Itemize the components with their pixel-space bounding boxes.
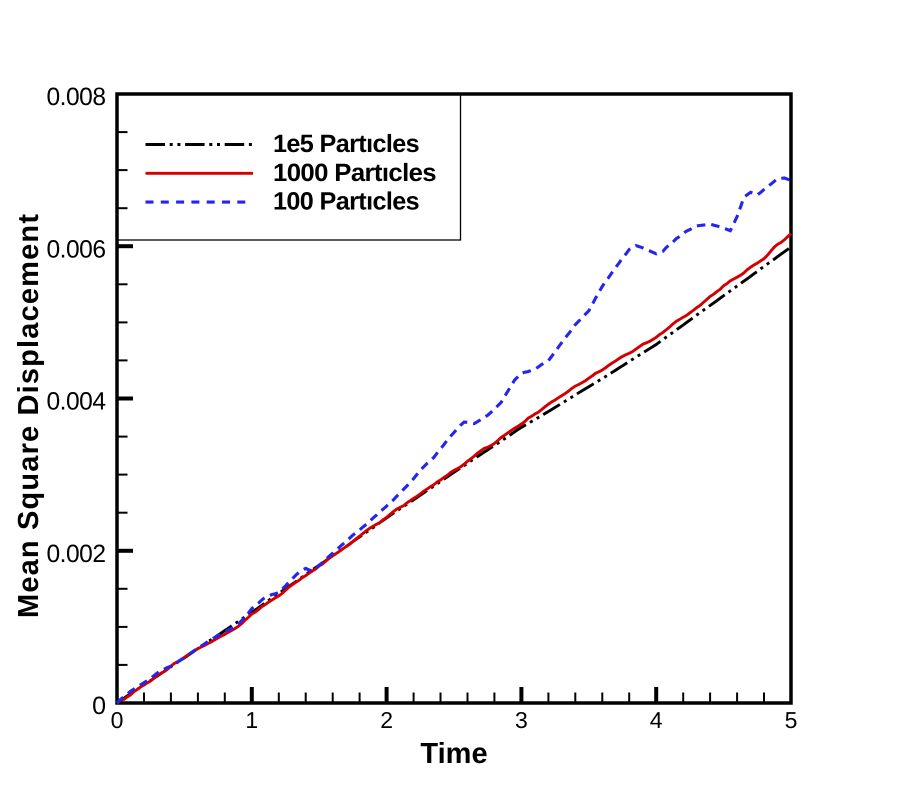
- svg-text:4: 4: [650, 707, 663, 733]
- svg-text:0.008: 0.008: [47, 83, 106, 111]
- svg-text:0: 0: [111, 707, 124, 733]
- svg-text:Mean Square Displacement: Mean Square Displacement: [13, 214, 45, 618]
- svg-text:5: 5: [785, 707, 798, 733]
- svg-text:0.006: 0.006: [47, 235, 106, 263]
- svg-text:1000 Partıcles: 1000 Partıcles: [273, 159, 436, 187]
- svg-text:Time: Time: [420, 738, 487, 770]
- svg-text:1: 1: [245, 707, 258, 733]
- svg-text:1e5 Partıcles: 1e5 Partıcles: [273, 130, 419, 158]
- svg-text:2: 2: [380, 707, 393, 733]
- svg-text:3: 3: [515, 707, 528, 733]
- svg-text:0.004: 0.004: [47, 388, 107, 416]
- svg-text:0.002: 0.002: [47, 540, 106, 568]
- svg-text:0: 0: [92, 692, 105, 720]
- svg-text:100 Partıcles: 100 Partıcles: [273, 188, 419, 216]
